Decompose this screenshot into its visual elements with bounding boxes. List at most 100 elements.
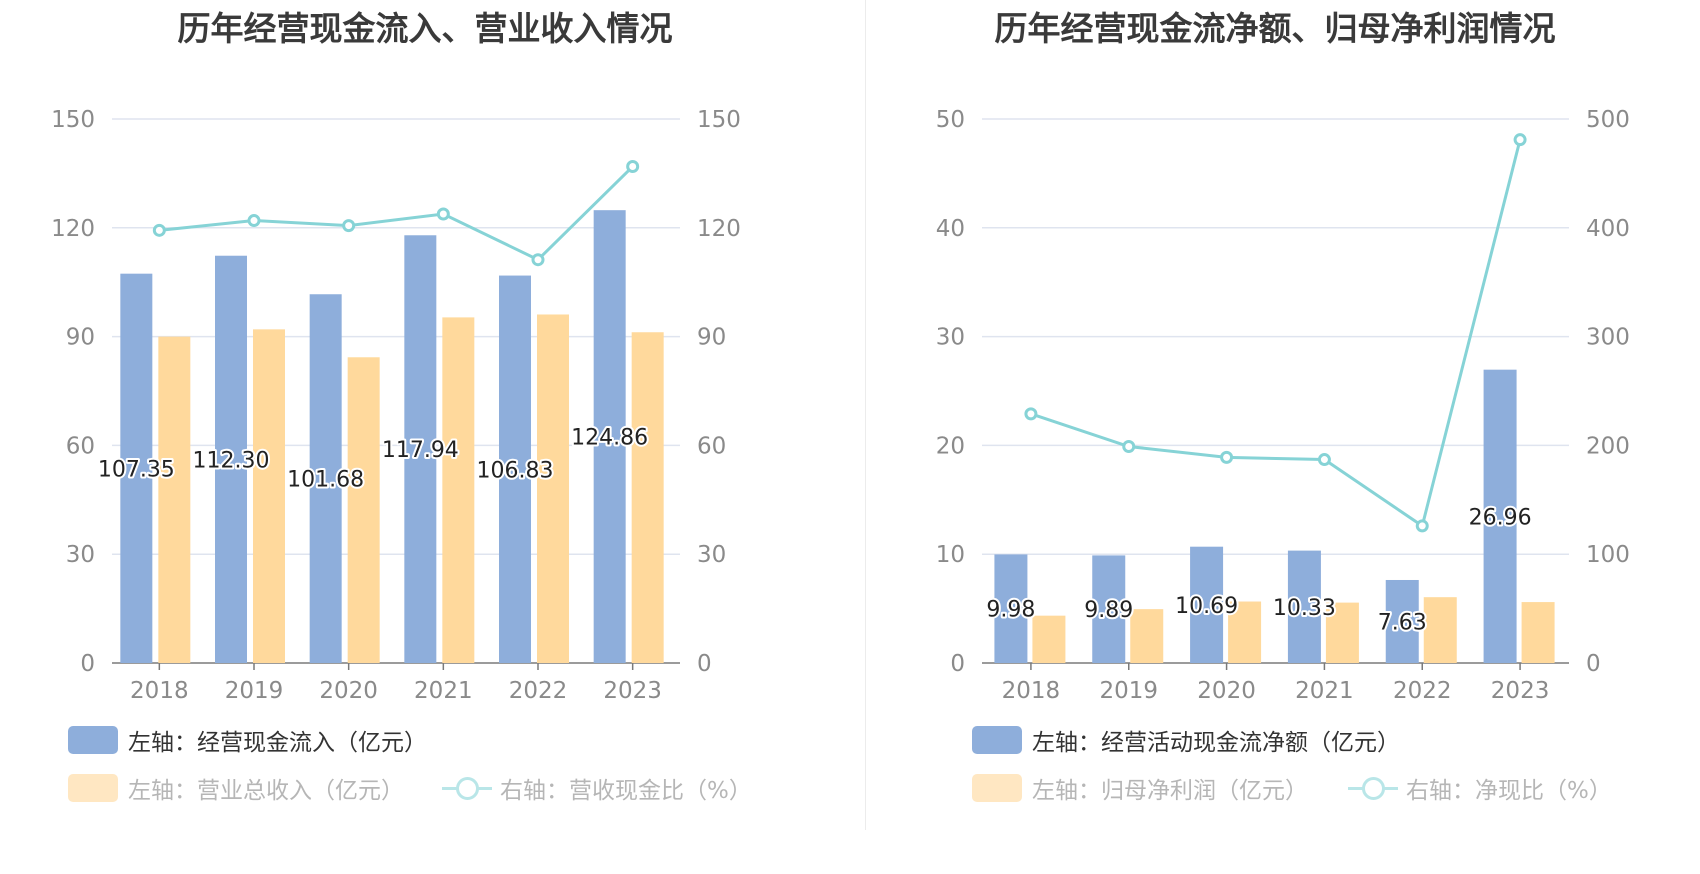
bar-data-label: 9.89 — [1084, 598, 1133, 623]
ratio-line-point — [1415, 519, 1429, 533]
ratio-line-point — [436, 207, 450, 221]
right-axis-tick-label: 60 — [697, 433, 726, 459]
x-axis-tick-label: 2018 — [130, 678, 189, 704]
chart-title: 历年经营现金流入、营业收入情况 — [177, 9, 673, 48]
bar-data-label: 7.63 — [1378, 610, 1427, 635]
panel-divider — [865, 0, 866, 830]
x-axis-tick-label: 2022 — [509, 678, 568, 704]
bar-series-1 — [1190, 546, 1224, 663]
left-axis-tick-label: 20 — [936, 433, 965, 459]
left-axis-tick-label: 90 — [66, 325, 95, 351]
left-axis-tick-label: 120 — [51, 216, 95, 242]
right-axis-tick-label: 200 — [1586, 433, 1630, 459]
bar-series-2 — [1325, 602, 1359, 663]
net-cash-flow-profit-chart: 0 0 10 100 20 200 30 300 40 400 50 500 2018 2019 2020 2… — [936, 107, 1630, 704]
bar-series-1 — [120, 273, 153, 663]
bar-series-2 — [1521, 602, 1555, 663]
ratio-line-point — [342, 219, 356, 233]
right-axis-tick-label: 100 — [1586, 542, 1630, 568]
bar-data-label: 10.33 — [1273, 596, 1336, 621]
legend-bar-swatch — [972, 726, 1022, 754]
right-axis-tick-label: 500 — [1586, 107, 1630, 133]
bar-series-1 — [1483, 369, 1517, 663]
bar-data-label: 117.94 — [382, 438, 459, 463]
left-axis-tick-label: 0 — [80, 651, 95, 677]
ratio-line — [159, 165, 634, 262]
ratio-line — [1030, 139, 1522, 529]
bar-data-label: 101.68 — [287, 468, 364, 493]
right-axis-tick-label: 120 — [697, 216, 741, 242]
ratio-line-point — [247, 214, 261, 228]
bar-series-2 — [253, 329, 285, 663]
legend-line-swatch — [1348, 774, 1398, 802]
right-axis-tick-label: 150 — [697, 107, 741, 133]
bar-series-1 — [215, 255, 247, 663]
left-axis-tick-label: 150 — [51, 107, 95, 133]
bar-series-2 — [442, 317, 475, 663]
right-chart-panel: 历年经营现金流净额、归母净利润情况 0 0 10 100 20 200 30 300 40 400… — [850, 0, 1700, 874]
legend-item-series-3[interactable]: 右轴：营收现金比（%） — [442, 771, 752, 805]
bar-data-label: 112.30 — [193, 448, 270, 473]
legend-item-series-3[interactable]: 右轴：净现比（%） — [1348, 771, 1612, 805]
left-axis-tick-label: 60 — [66, 433, 95, 459]
bar-data-label: 9.98 — [986, 598, 1035, 623]
legend-bar-swatch — [68, 774, 118, 802]
legend-label: 左轴：经营活动现金流净额（亿元） — [1032, 730, 1400, 756]
bar-data-label: 10.69 — [1175, 594, 1238, 619]
left-axis-tick-label: 50 — [936, 107, 965, 133]
left-axis-tick-label: 30 — [66, 542, 95, 568]
bar-series-2 — [347, 357, 380, 663]
ratio-line-point — [1220, 450, 1234, 464]
x-axis-tick-label: 2023 — [1491, 678, 1550, 704]
bar-series-1 — [1092, 555, 1126, 663]
x-axis-tick-label: 2019 — [1099, 678, 1158, 704]
bar-data-label: 124.86 — [571, 426, 648, 451]
x-axis-tick-label: 2019 — [225, 678, 284, 704]
x-axis-tick-label: 2021 — [1295, 678, 1354, 704]
bar-series-1 — [1385, 579, 1419, 663]
bar-series-1 — [593, 210, 626, 664]
right-axis-tick-label: 0 — [697, 651, 712, 677]
legend-item-series-2[interactable]: 左轴：营业总收入（亿元） — [68, 771, 404, 805]
left-axis-tick-label: 0 — [950, 651, 965, 677]
right-axis-tick-label: 300 — [1586, 325, 1630, 351]
left-chart-panel: 历年经营现金流入、营业收入情况 0 0 30 30 60 60 90 90 120 120 150 1… — [51, 9, 752, 805]
bar-series-2 — [537, 314, 569, 663]
x-axis-tick-label: 2021 — [414, 678, 473, 704]
chart-title: 历年经营现金流净额、归母净利润情况 — [994, 9, 1556, 48]
right-axis-tick-label: 0 — [1586, 651, 1601, 677]
legend-item-series-2[interactable]: 左轴：归母净利润（亿元） — [972, 771, 1308, 805]
ratio-line-point — [626, 160, 640, 174]
bar-series-1 — [1287, 550, 1321, 663]
ratio-line-point — [1513, 133, 1527, 147]
bar-data-label: 26.96 — [1469, 505, 1532, 530]
legend-line-swatch — [442, 774, 492, 802]
bar-series-2 — [1032, 615, 1066, 663]
x-axis-tick-label: 2022 — [1393, 678, 1452, 704]
x-axis-tick-label: 2018 — [1002, 678, 1061, 704]
legend-label: 左轴：营业总收入（亿元） — [128, 778, 404, 804]
bar-series-1 — [404, 235, 437, 663]
left-axis-tick-label: 10 — [936, 542, 965, 568]
left-axis-tick-label: 30 — [936, 325, 965, 351]
bar-series-1 — [309, 294, 342, 663]
legend-bar-swatch — [68, 726, 118, 754]
x-axis-tick-label: 2020 — [1197, 678, 1256, 704]
legend-label: 左轴：经营现金流入（亿元） — [128, 730, 427, 756]
right-axis-tick-label: 30 — [697, 542, 726, 568]
bar-series-1 — [499, 275, 531, 663]
legend-item-series-1[interactable]: 左轴：经营活动现金流净额（亿元） — [972, 723, 1400, 757]
bar-series-2 — [1423, 597, 1457, 663]
right-axis-tick-label: 400 — [1586, 216, 1630, 242]
legend-bar-swatch — [972, 774, 1022, 802]
ratio-line-point — [531, 253, 545, 267]
left-axis-tick-label: 40 — [936, 216, 965, 242]
ratio-line-point — [1122, 439, 1136, 453]
bar-series-2 — [158, 336, 191, 663]
legend-item-series-1[interactable]: 左轴：经营现金流入（亿元） — [68, 723, 427, 757]
legend-label: 右轴：营收现金比（%） — [500, 778, 752, 804]
x-axis-tick-label: 2020 — [319, 678, 378, 704]
bar-series-1 — [994, 554, 1028, 663]
ratio-line-point — [152, 223, 166, 237]
cash-inflow-revenue-chart: 0 0 30 30 60 60 90 90 120 120 150 150 2018 2019 2020 20… — [51, 107, 741, 704]
